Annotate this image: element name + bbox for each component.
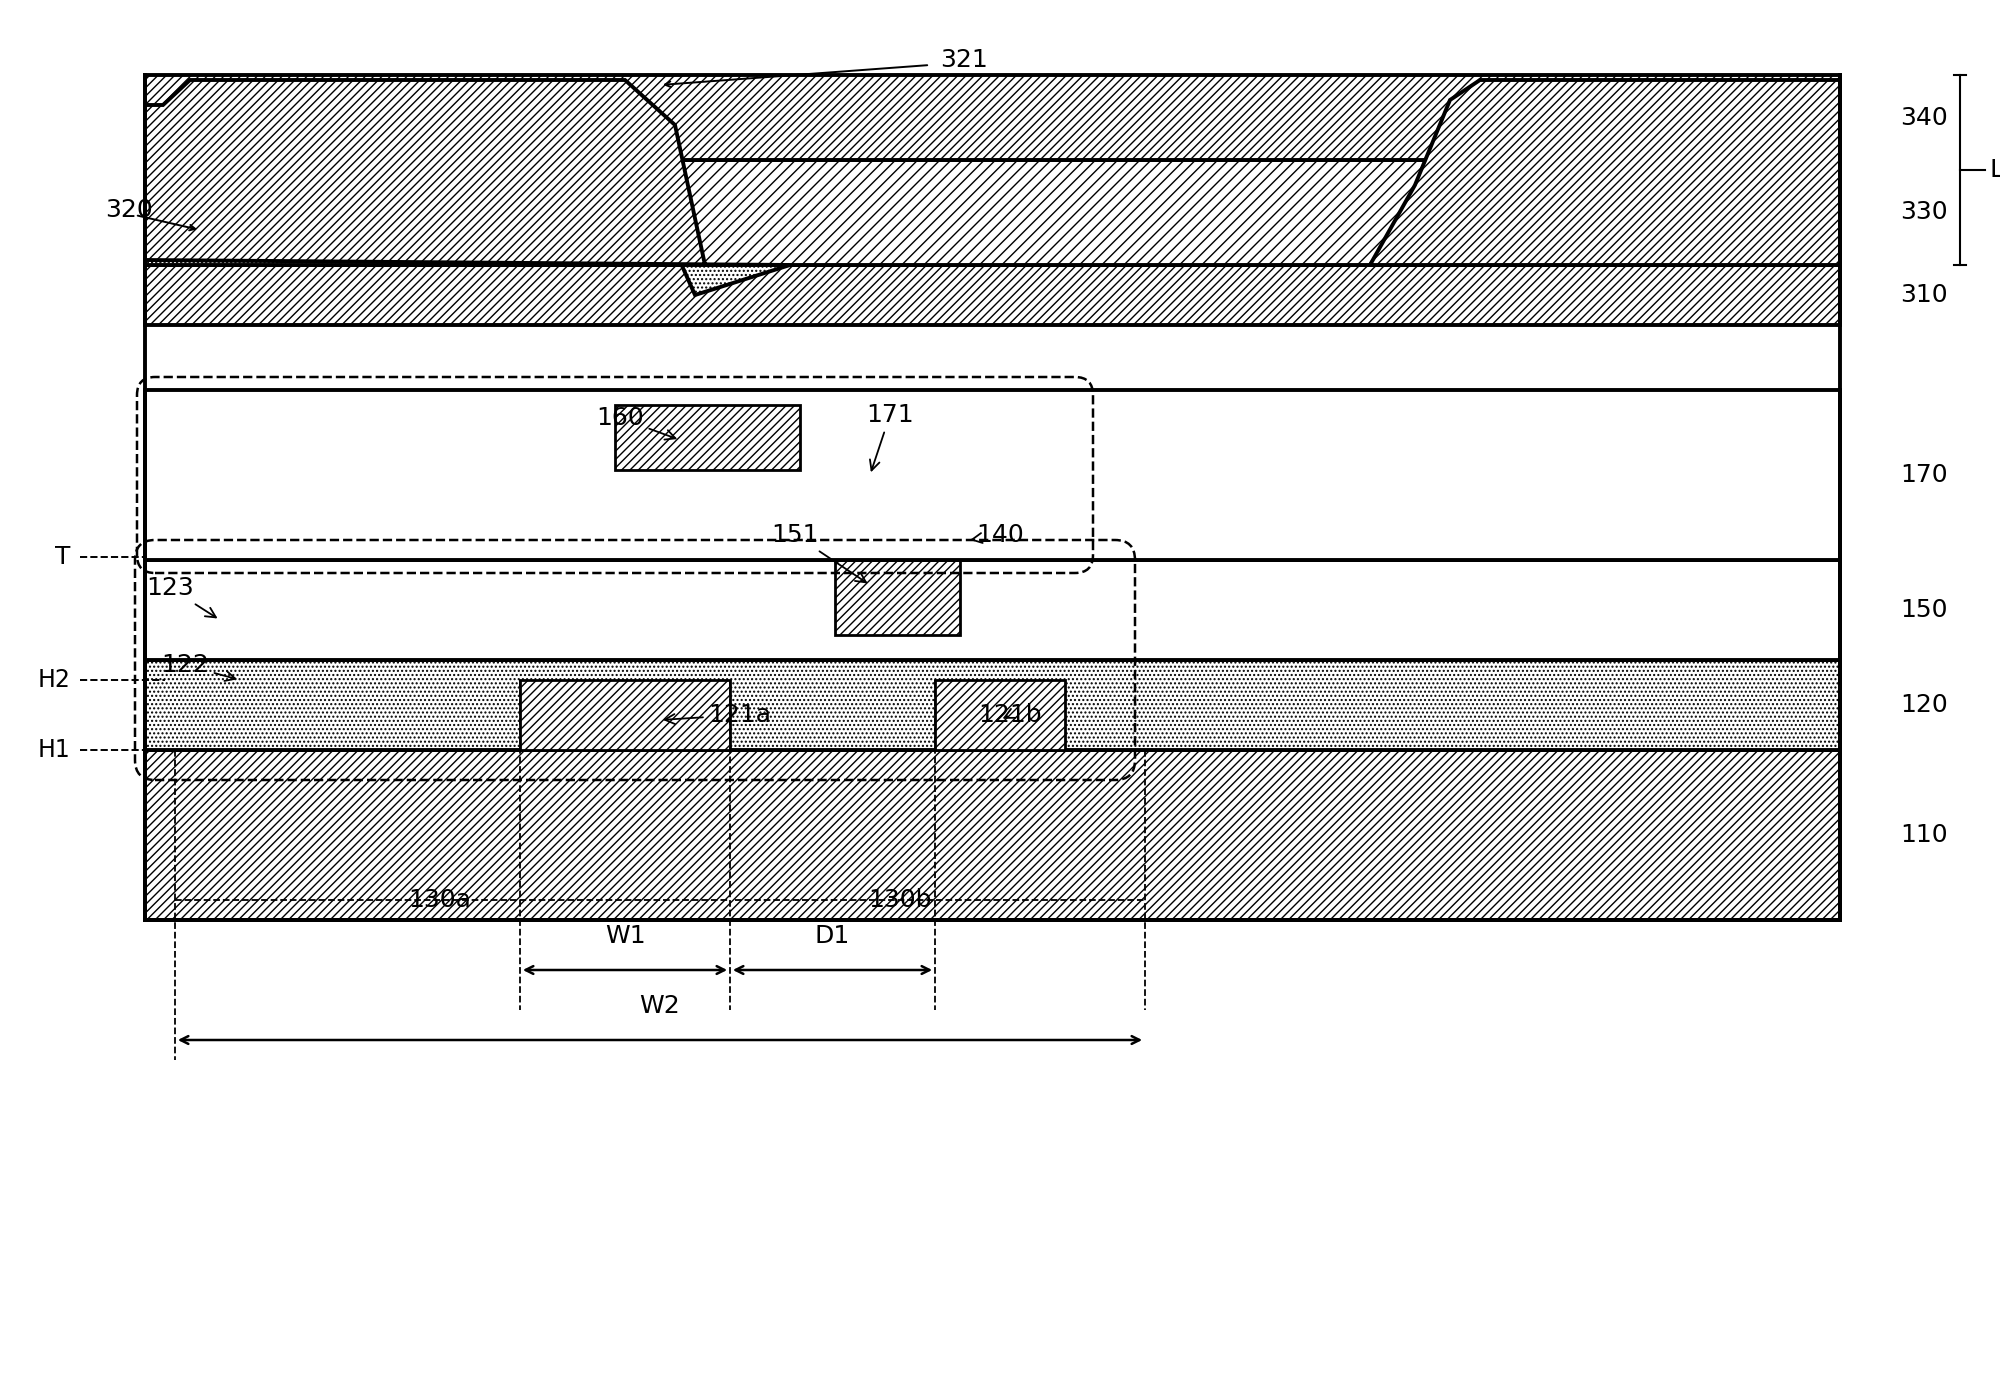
Text: 330: 330 bbox=[1900, 201, 1948, 224]
Text: 310: 310 bbox=[1900, 283, 1948, 306]
Polygon shape bbox=[144, 80, 790, 265]
Bar bbox=[520, 680, 730, 750]
Text: 121a: 121a bbox=[664, 703, 772, 727]
Text: 130a: 130a bbox=[408, 888, 472, 912]
Text: 340: 340 bbox=[1900, 106, 1948, 131]
Text: 120: 120 bbox=[1900, 692, 1948, 717]
Bar bbox=[144, 750, 1840, 921]
Text: 123: 123 bbox=[146, 576, 216, 617]
Text: D1: D1 bbox=[814, 923, 850, 948]
Text: 130b: 130b bbox=[868, 888, 932, 912]
Bar bbox=[144, 159, 1840, 265]
Text: 121b: 121b bbox=[978, 703, 1042, 727]
Text: T: T bbox=[54, 545, 70, 569]
Polygon shape bbox=[1370, 159, 1840, 265]
Text: W2: W2 bbox=[640, 993, 680, 1018]
Text: 140: 140 bbox=[970, 523, 1024, 547]
Text: H2: H2 bbox=[38, 668, 70, 692]
Bar bbox=[836, 561, 960, 635]
Text: W1: W1 bbox=[604, 923, 646, 948]
Text: 320: 320 bbox=[104, 198, 152, 223]
Bar bbox=[144, 561, 1840, 660]
Bar bbox=[144, 265, 1840, 326]
Bar bbox=[144, 390, 1840, 561]
Polygon shape bbox=[144, 115, 790, 295]
Text: 110: 110 bbox=[1900, 823, 1948, 846]
Bar bbox=[144, 660, 1840, 750]
Text: 122: 122 bbox=[162, 653, 236, 682]
Bar bbox=[144, 76, 1840, 159]
Text: 150: 150 bbox=[1900, 598, 1948, 622]
Bar bbox=[836, 519, 1064, 561]
Polygon shape bbox=[1370, 80, 1840, 265]
Bar bbox=[936, 680, 1064, 750]
Text: 160: 160 bbox=[596, 405, 676, 440]
Text: 170: 170 bbox=[1900, 463, 1948, 486]
Text: 151: 151 bbox=[772, 523, 866, 583]
Bar bbox=[616, 405, 800, 470]
Text: L: L bbox=[1990, 158, 2000, 181]
Text: 171: 171 bbox=[866, 403, 914, 470]
Text: 321: 321 bbox=[940, 48, 988, 71]
Text: H1: H1 bbox=[38, 738, 70, 763]
